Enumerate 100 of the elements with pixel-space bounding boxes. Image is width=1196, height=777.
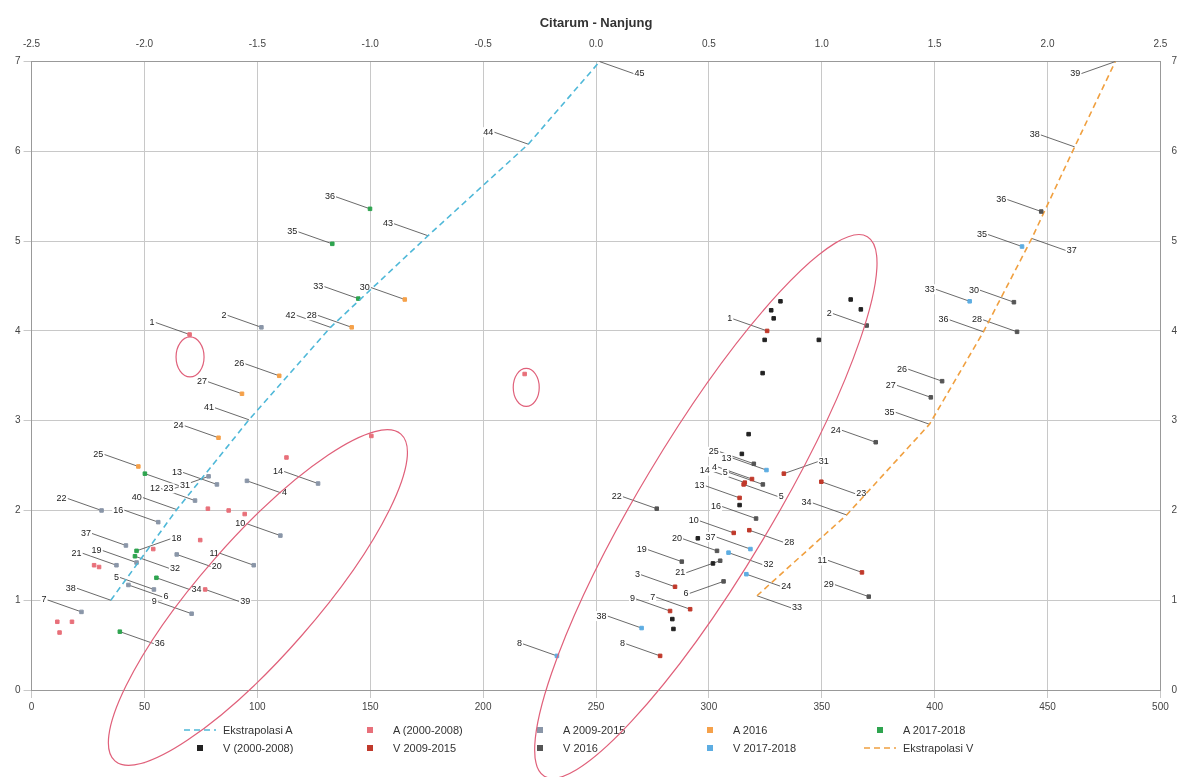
annotation: 28	[972, 314, 983, 325]
x-tick-label: 150	[361, 700, 379, 712]
annotation: 7	[650, 591, 656, 602]
x-tick-label: 100	[248, 700, 267, 712]
annotation: 11	[817, 554, 827, 565]
y2-tick-label: 1	[1171, 593, 1178, 605]
annotation: 33	[791, 602, 802, 613]
y2-tick-label: 6	[1171, 145, 1178, 157]
annotation: 37	[1066, 244, 1077, 255]
annotation: 25	[93, 448, 104, 459]
annotation: 31	[179, 480, 190, 491]
annotation: 34	[801, 497, 812, 508]
annotation: 41	[203, 402, 214, 413]
annotation: 4	[712, 461, 718, 472]
annotation: 21	[675, 567, 686, 578]
y2-tick-label: 2	[1171, 504, 1178, 516]
annotation: 36	[154, 638, 165, 649]
annotation: 26	[234, 358, 245, 369]
annotation: 44	[483, 126, 494, 137]
legend-label: V 2016	[563, 742, 598, 754]
annotation: 12	[150, 483, 161, 494]
x2-tick-label: -0.5	[474, 38, 493, 50]
annotation: 13	[721, 452, 732, 463]
chart-title: Citarum - Nanjung	[539, 15, 653, 31]
annotation: 28	[306, 309, 317, 320]
annotation: 8	[516, 638, 522, 649]
annotation: 37	[705, 531, 716, 542]
x-tick-label: 350	[813, 700, 831, 712]
x2-tick-label: -2.5	[22, 38, 41, 50]
annotation: 30	[359, 281, 370, 292]
x2-tick-label: -1.5	[248, 38, 267, 50]
annotation: 2	[221, 309, 227, 320]
annotation: 36	[324, 191, 335, 202]
y2-tick-label: 0	[1171, 683, 1178, 695]
legend-label: V 2009-2015	[393, 742, 456, 754]
annotation: 27	[196, 376, 207, 387]
annotation: 2	[826, 308, 832, 319]
annotation: 39	[1070, 68, 1081, 79]
x-tick-label: 450	[1039, 700, 1057, 712]
annotation: 25	[708, 446, 719, 457]
y2-tick-label: 4	[1171, 324, 1178, 336]
legend-label: Ekstrapolasi A	[223, 724, 293, 736]
annotation: 32	[763, 559, 774, 570]
annotation: 5	[778, 490, 784, 501]
annotation: 24	[781, 580, 792, 591]
annotation: 38	[1029, 129, 1040, 140]
legend-label: A (2000-2008)	[393, 724, 463, 736]
x-tick-label: 250	[587, 700, 605, 712]
legend-label: A 2017-2018	[903, 724, 966, 736]
annotation: 42	[285, 309, 296, 320]
annotation: 16	[711, 501, 722, 512]
x2-tick-label: 2.5	[1153, 38, 1168, 50]
annotation: 11	[209, 547, 219, 558]
x2-tick-label: -2.0	[135, 38, 154, 50]
y-tick-label: 5	[15, 234, 21, 246]
annotation: 20	[211, 560, 222, 571]
annotation: 10	[688, 515, 699, 526]
annotation: 23	[163, 482, 174, 493]
annotation: 36	[938, 314, 949, 325]
legend-label: Ekstrapolasi V	[903, 742, 974, 754]
annotation: 28	[784, 536, 795, 547]
y2-tick-label: 7	[1171, 55, 1178, 67]
x-tick-label: 0	[28, 700, 35, 712]
annotation: 22	[611, 491, 622, 502]
x-tick-label: 50	[138, 700, 151, 712]
annotation: 26	[897, 363, 908, 374]
annotation: 34	[191, 584, 202, 595]
annotation: 20	[672, 533, 683, 544]
annotation: 5	[113, 571, 119, 582]
annotation: 1	[149, 316, 155, 327]
y-tick-label: 7	[15, 55, 21, 67]
x-tick-label: 400	[926, 700, 944, 712]
annotation: 24	[173, 420, 184, 431]
annotation: 37	[80, 527, 91, 538]
annotation: 38	[65, 582, 76, 593]
annotation: 5	[722, 466, 728, 477]
x-tick-label: 300	[700, 700, 718, 712]
annotation: 6	[163, 591, 169, 602]
annotation: 6	[683, 587, 689, 598]
legend-label: A 2016	[733, 724, 768, 736]
annotation: 43	[383, 218, 394, 229]
annotation: 16	[113, 504, 124, 515]
annotation: 23	[856, 488, 867, 499]
annotation: 35	[884, 406, 895, 417]
x2-tick-label: 0.0	[589, 38, 604, 50]
annotation: 19	[636, 544, 647, 555]
annotation: 35	[287, 226, 298, 237]
y-tick-label: 6	[15, 145, 21, 157]
x-tick-label: 200	[474, 700, 492, 712]
y-tick-label: 2	[15, 504, 21, 516]
x2-tick-label: -1.0	[361, 38, 380, 50]
y2-tick-label: 5	[1171, 234, 1178, 246]
y2-tick-label: 3	[1171, 414, 1178, 426]
legend-label: V 2017-2018	[733, 742, 796, 754]
annotation: 18	[171, 533, 182, 544]
annotation: 45	[634, 68, 645, 79]
annotation: 33	[313, 281, 324, 292]
annotation: 21	[71, 547, 82, 558]
annotation: 1	[727, 313, 733, 324]
annotation: 24	[830, 424, 841, 435]
